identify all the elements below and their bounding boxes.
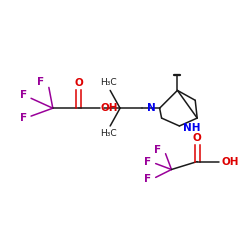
Text: O: O: [74, 78, 83, 88]
Text: OH: OH: [100, 103, 118, 113]
Text: NH: NH: [182, 123, 200, 133]
Text: F: F: [144, 156, 151, 166]
Text: H₃C: H₃C: [100, 130, 116, 138]
Text: F: F: [154, 145, 161, 155]
Text: F: F: [38, 78, 44, 88]
Text: N: N: [147, 103, 156, 113]
Text: H₃C: H₃C: [100, 78, 116, 87]
Text: F: F: [20, 113, 27, 123]
Text: F: F: [144, 174, 151, 184]
Text: OH: OH: [221, 156, 238, 166]
Text: O: O: [193, 133, 202, 143]
Text: F: F: [20, 90, 27, 100]
